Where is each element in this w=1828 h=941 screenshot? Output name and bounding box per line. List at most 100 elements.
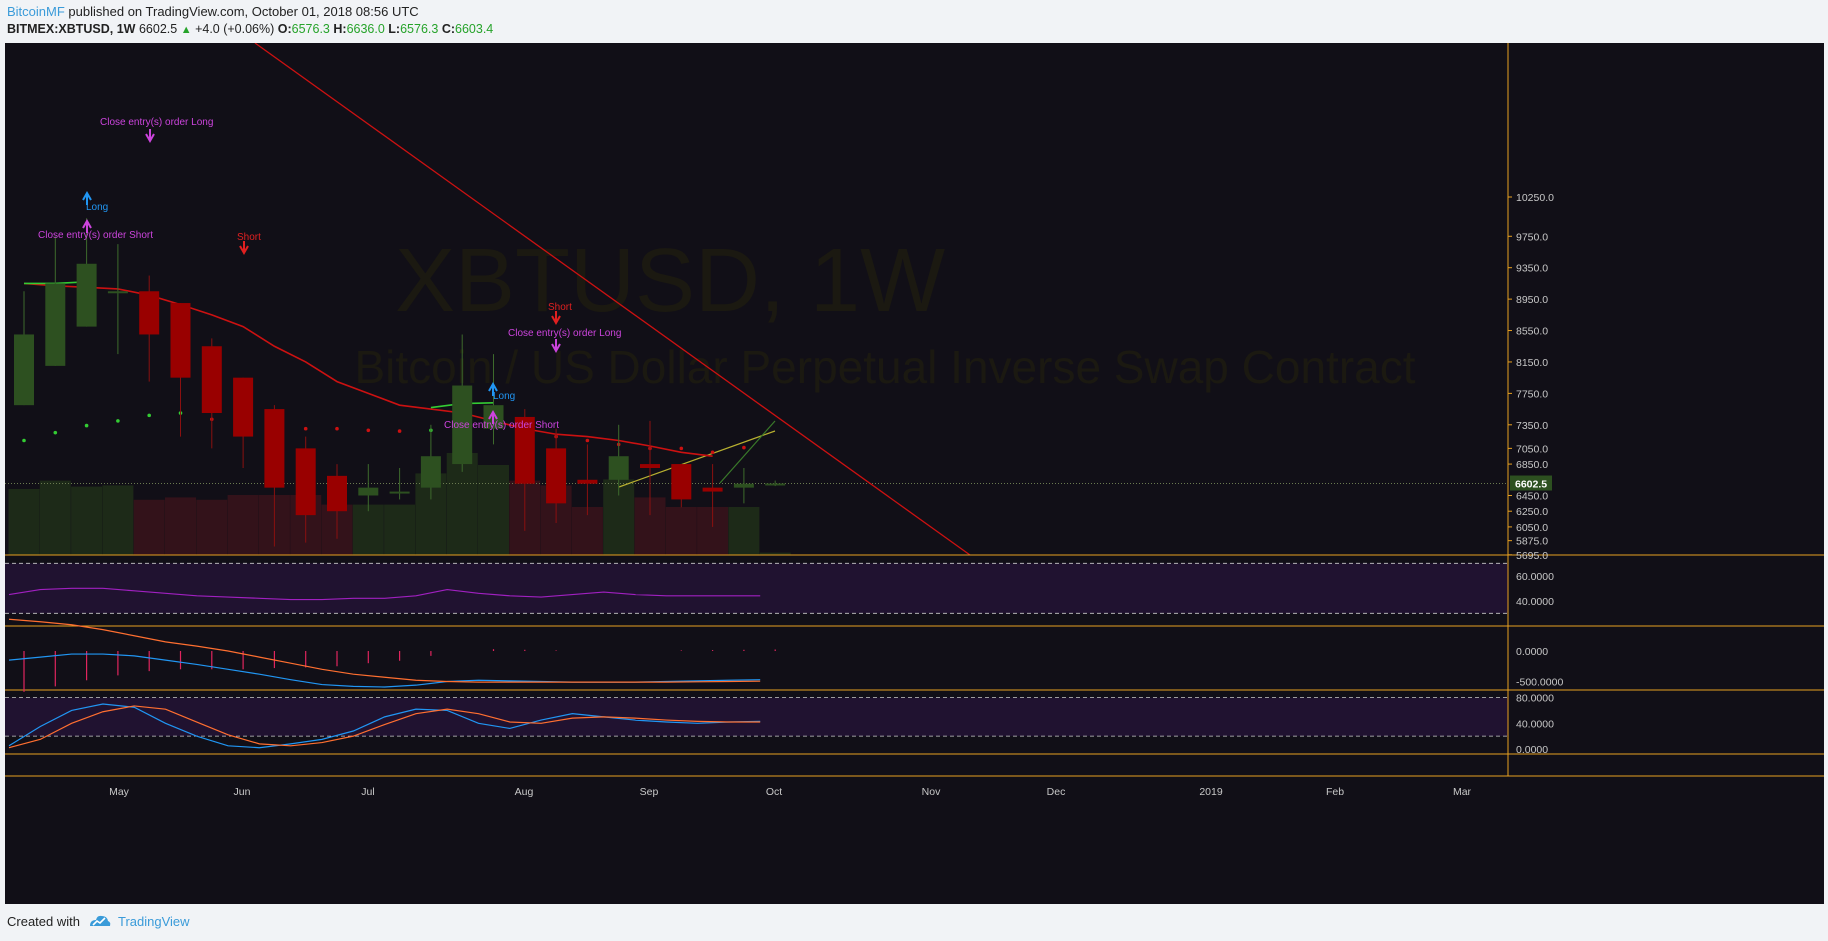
publication-header: BitcoinMF published on TradingView.com, …	[0, 0, 1828, 42]
candle-body	[608, 456, 629, 480]
candle-body	[702, 487, 723, 492]
watermark: XBTUSD, 1W Bitcoin / US Dollar Perpetual…	[354, 231, 1415, 393]
sar-dot	[742, 445, 746, 450]
author-link[interactable]: BitcoinMF	[7, 4, 65, 19]
close-long-arrow-icon	[145, 129, 155, 144]
volume-bar	[196, 499, 228, 555]
close-short-arrow-icon	[82, 218, 92, 233]
candle-body	[514, 416, 535, 484]
time-tick-label: Mar	[1453, 786, 1472, 798]
published-text: published on TradingView.com, October 01…	[68, 4, 419, 19]
stoch-tick-label: 80.0000	[1516, 693, 1554, 705]
sar-dot	[303, 426, 308, 431]
candle-body	[452, 385, 473, 465]
time-tick-label: Jun	[234, 786, 251, 798]
candle-body	[640, 464, 660, 469]
sar-dot	[397, 429, 402, 433]
candle-body	[765, 483, 786, 486]
close-long-arrow-icon	[551, 339, 561, 354]
long-arrow-icon	[82, 190, 92, 205]
tradingview-logo-icon	[90, 915, 111, 926]
volume-bar	[102, 485, 134, 555]
ascending-trendline	[618, 430, 776, 488]
volume-bar	[759, 552, 791, 555]
price-tick-label: 6850.0	[1516, 459, 1548, 471]
candle-body	[139, 291, 160, 335]
candle-body	[420, 456, 441, 488]
volume-bar	[728, 507, 760, 555]
sar-dot	[679, 446, 684, 451]
watermark-title: XBTUSD, 1W	[395, 231, 945, 331]
candle-body	[295, 448, 316, 516]
short-arrow-icon	[239, 241, 249, 256]
rsi-tick-label: 40.0000	[1516, 596, 1554, 608]
close-short-arrow-icon	[488, 409, 498, 424]
price-tick-label: 9350.0	[1516, 263, 1548, 275]
price-tick-label: 10250.0	[1516, 192, 1554, 204]
stoch-tick-label: 0.0000	[1516, 744, 1548, 756]
volume-bar	[478, 465, 509, 555]
candle-body	[45, 283, 66, 366]
chart-svg[interactable]: XBTUSD, 1W Bitcoin / US Dollar Perpetual…	[5, 43, 1824, 904]
ema-line	[23, 282, 713, 458]
candle-body	[389, 491, 410, 494]
time-tick-label: Aug	[515, 786, 534, 798]
sar-dot	[84, 423, 89, 428]
time-tick-label: 2019	[1199, 786, 1223, 798]
candle-body	[358, 487, 379, 496]
time-tick-label: Dec	[1047, 786, 1066, 798]
price-tick-label: 6050.0	[1516, 522, 1548, 534]
candle-body	[14, 334, 34, 406]
publication-line: BitcoinMF published on TradingView.com, …	[7, 4, 419, 19]
annotation-label: Long	[86, 202, 108, 213]
candle-body	[233, 377, 254, 437]
annotation-label: Close entry(s) order Long	[100, 117, 213, 128]
price-tick-label: 8950.0	[1516, 294, 1548, 306]
last-price-label: 6602.5	[1515, 479, 1547, 491]
price-tick-label: 6250.0	[1516, 506, 1548, 518]
sar-dot	[366, 428, 371, 433]
price-change: +4.0 (+0.06%)	[195, 22, 275, 36]
rsi-line	[8, 587, 761, 601]
long-arrow-icon	[488, 381, 498, 396]
close-label: C:	[441, 22, 456, 36]
annotation-label: Short	[237, 232, 261, 243]
rsi-band	[5, 563, 1508, 614]
volume-bar	[8, 489, 40, 555]
sar-dot	[116, 419, 120, 423]
time-tick-label: Oct	[766, 786, 782, 798]
ohlc-legend: BITMEX:XBTUSD, 1W 6602.5 ▲ +4.0 (+0.06%)…	[7, 22, 493, 36]
volume-bar	[665, 507, 697, 555]
sar-dot	[22, 438, 26, 443]
price-tick-label: 9750.0	[1516, 231, 1548, 243]
price-tick-label: 5875.0	[1516, 536, 1548, 548]
volume-bar	[165, 497, 196, 555]
stoch-tick-label: 40.0000	[1516, 718, 1554, 730]
volume-bar	[227, 495, 259, 555]
candle-body	[76, 263, 97, 327]
candle-body	[327, 475, 347, 512]
volume-bar	[133, 499, 165, 555]
tradingview-link[interactable]: TradingView	[118, 914, 190, 929]
stoch-k-line	[8, 703, 761, 749]
sar-dot	[585, 438, 590, 443]
volume-bar	[384, 504, 416, 555]
stoch-band	[5, 697, 1508, 737]
candle-body	[170, 303, 191, 378]
close-value: 6603.4	[455, 22, 494, 36]
sar-dot	[710, 450, 715, 455]
macd-tick-label: 0.0000	[1516, 646, 1548, 658]
symbol-label: BITMEX:XBTUSD, 1W	[7, 22, 136, 36]
open-label: O:	[277, 22, 292, 36]
footer: Created with TradingView	[0, 904, 1828, 941]
candle-body	[577, 479, 598, 484]
rsi-tick-label: 60.0000	[1516, 571, 1554, 583]
time-tick-label: Sep	[640, 786, 659, 798]
short-arrow-icon	[551, 311, 561, 326]
chart-area[interactable]: XBTUSD, 1W Bitcoin / US Dollar Perpetual…	[5, 43, 1824, 904]
high-value: 6636.0	[346, 22, 385, 36]
volume-bar	[352, 504, 384, 555]
time-tick-label: May	[109, 786, 130, 798]
low-label: L:	[388, 22, 401, 36]
stoch-d-line	[8, 705, 761, 749]
